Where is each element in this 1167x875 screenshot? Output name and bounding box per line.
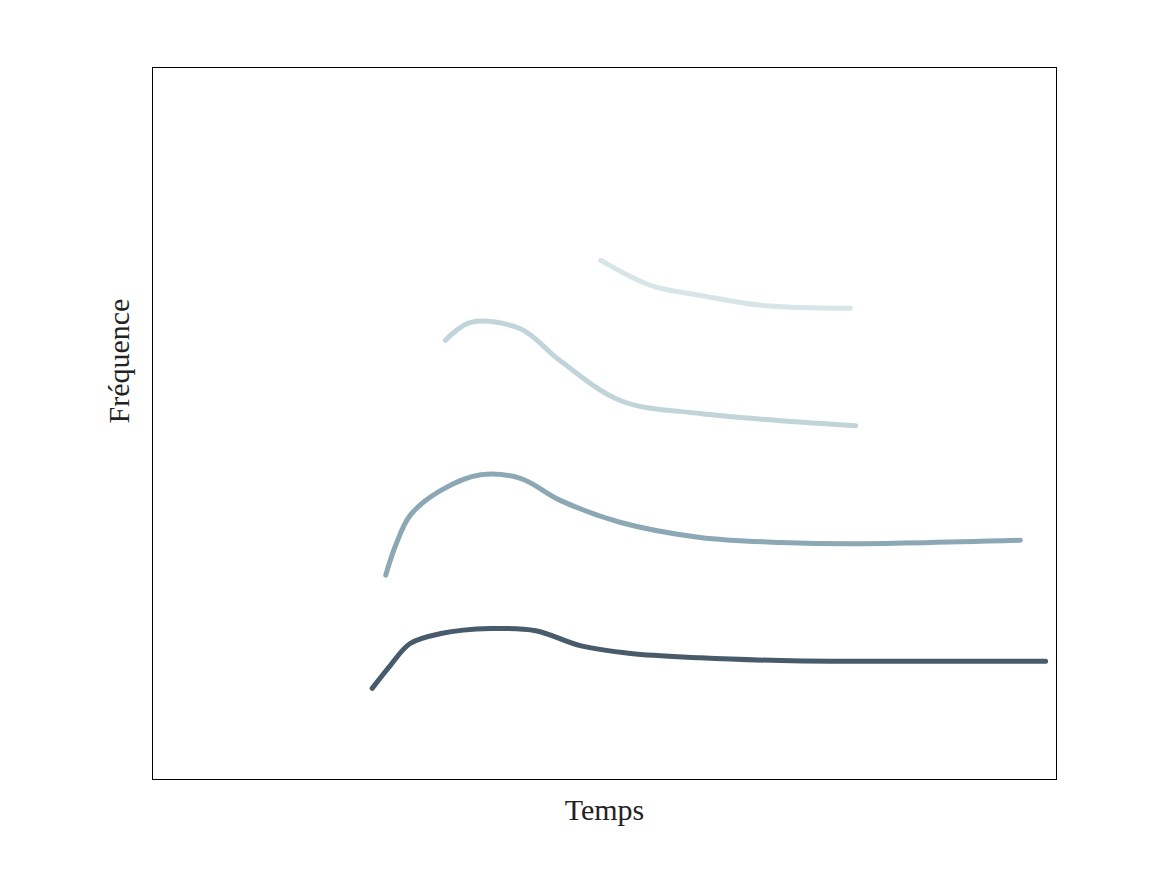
svg-text:Temps: Temps [565, 793, 645, 826]
svg-text:Fréquence: Fréquence [102, 299, 135, 424]
